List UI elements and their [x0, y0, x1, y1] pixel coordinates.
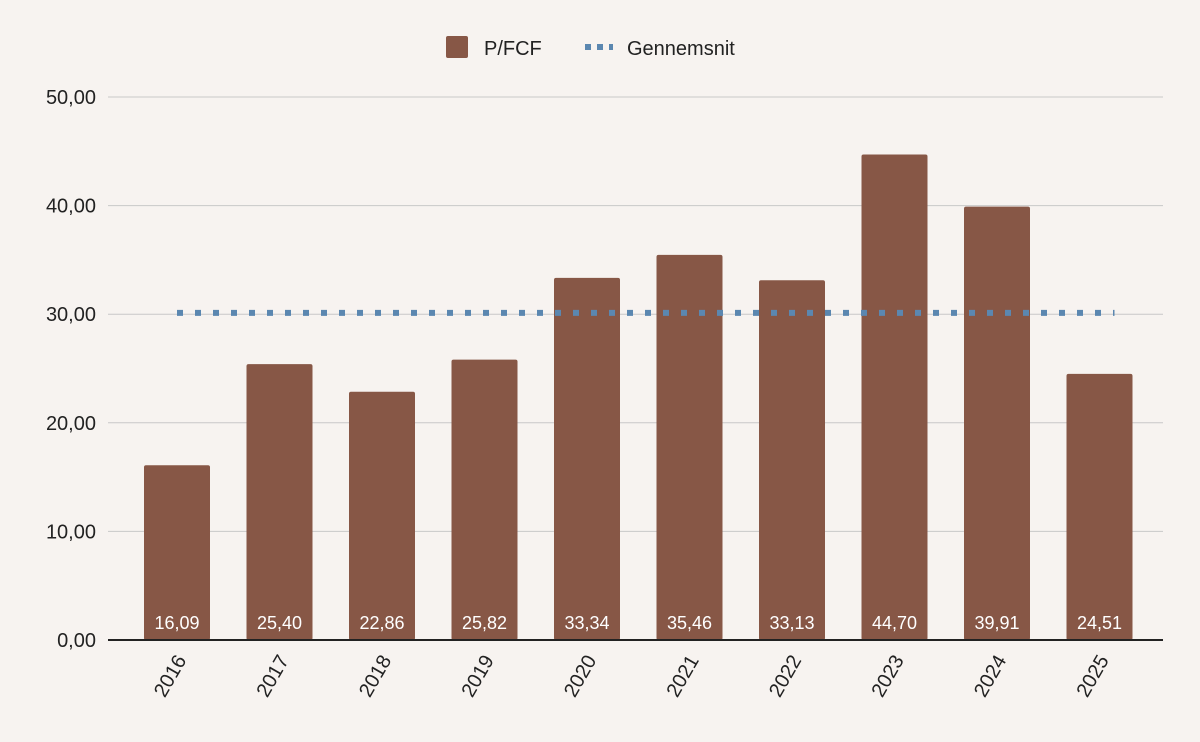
bar-value-label: 24,51 [1077, 613, 1122, 633]
x-tick-label: 2020 [560, 652, 601, 702]
x-tick-label: 2023 [868, 652, 909, 702]
legend-label-gennemsnit: Gennemsnit [627, 38, 735, 60]
bar [759, 280, 825, 640]
legend-label-pfcf: P/FCF [484, 38, 542, 60]
bar [451, 359, 518, 640]
y-tick-label: 20,00 [46, 413, 96, 435]
bar-value-label: 25,82 [462, 613, 507, 633]
bar [246, 364, 313, 640]
bar-value-label: 39,91 [974, 613, 1019, 633]
bar-value-label: 25,40 [257, 613, 302, 633]
bar [554, 277, 620, 640]
bars: 16,09 25,40 22,86 25,82 33,34 35,46 33,13 44,70… [144, 154, 1133, 641]
y-tick-label: 50,00 [46, 87, 96, 109]
y-axis-ticks: 0,00 10,00 20,00 30,00 40,00 50,00 [46, 87, 96, 652]
bar [349, 391, 415, 640]
x-tick-label: 2021 [663, 652, 704, 702]
x-tick-label: 2016 [150, 652, 191, 702]
y-tick-label: 10,00 [46, 521, 96, 543]
y-tick-label: 30,00 [46, 304, 96, 326]
x-tick-label: 2025 [1073, 652, 1114, 702]
bar-value-label: 16,09 [154, 613, 199, 633]
x-tick-label: 2017 [253, 652, 294, 702]
bar-value-label: 33,34 [564, 613, 609, 633]
x-tick-label: 2022 [765, 652, 806, 702]
x-tick-label: 2018 [355, 652, 396, 702]
x-axis: 2016 2017 2018 2019 2020 2021 2022 2023 2024 2025 [108, 639, 1163, 702]
bar [656, 254, 723, 640]
bar [144, 465, 210, 640]
y-tick-label: 40,00 [46, 196, 96, 218]
legend-swatch-pfcf [446, 36, 468, 58]
bar-value-label: 22,86 [359, 613, 404, 633]
x-tick-label: 2024 [970, 652, 1011, 702]
legend: P/FCF Gennemsnit [446, 36, 735, 60]
bar-value-label: 33,13 [769, 613, 814, 633]
bar-value-label: 35,46 [667, 613, 712, 633]
bar-value-label: 44,70 [872, 613, 917, 633]
bar [861, 154, 928, 641]
x-tick-label: 2019 [458, 652, 499, 702]
bar [964, 206, 1030, 640]
y-tick-label: 0,00 [57, 630, 96, 652]
bar [1066, 373, 1133, 640]
